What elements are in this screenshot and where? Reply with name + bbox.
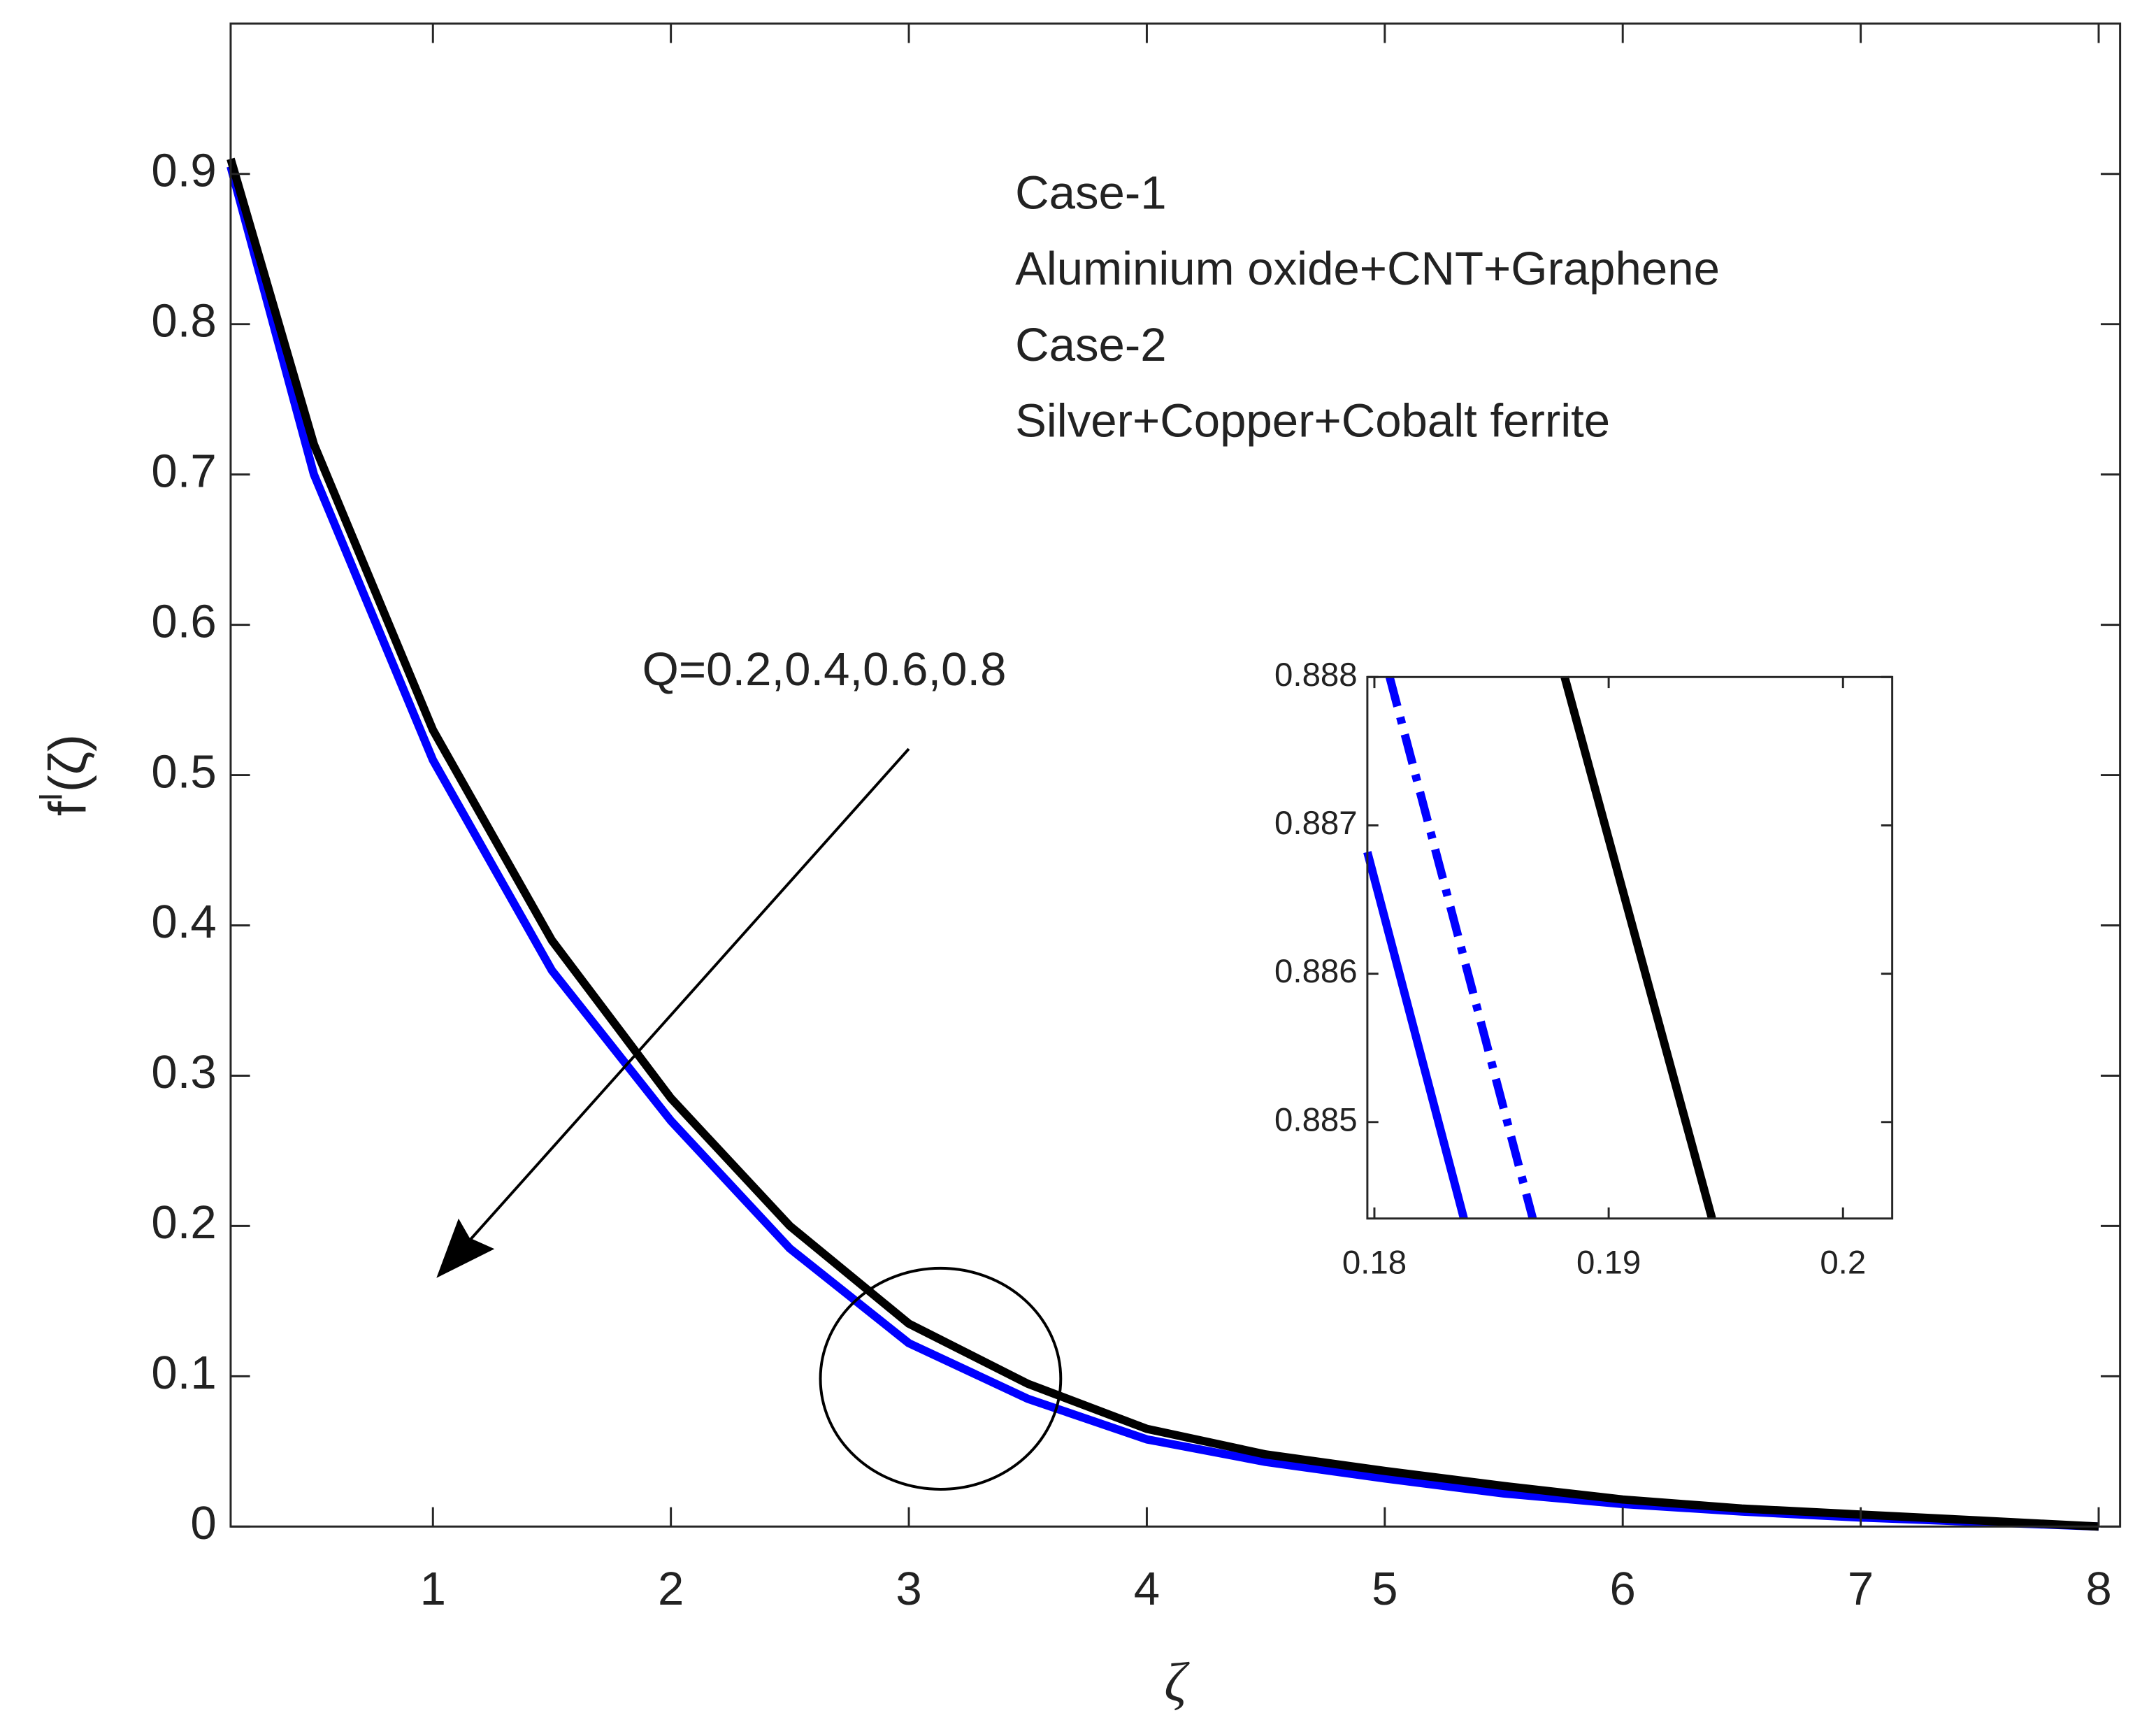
arrow-label: Q=0.2,0.4,0.6,0.8 — [642, 643, 1007, 696]
annotation: Case-1 — [1015, 167, 1166, 220]
y-tick-label: 0.8 — [151, 294, 216, 347]
x-tick-label: 7 — [1848, 1563, 1874, 1615]
y-tick-label: 0.888 — [1274, 657, 1358, 694]
axes-box — [1366, 675, 1894, 1220]
line-series — [227, 157, 2099, 1531]
y-tick-label: 0.887 — [1274, 805, 1358, 842]
x-tick-label: 0.2 — [1820, 1245, 1866, 1282]
y-axis-label: fI(ζ) — [33, 734, 97, 816]
y-tick-label: 0.7 — [151, 445, 216, 497]
line-series — [1363, 851, 1468, 1220]
x-tick-label: 0.19 — [1576, 1245, 1641, 1282]
y-tick-label: 0.6 — [151, 595, 216, 647]
arrow-head — [436, 1218, 495, 1278]
y-axis-label-part: I — [33, 792, 70, 801]
x-tick-label: 4 — [1134, 1563, 1160, 1615]
y-tick-label: 0.5 — [151, 745, 216, 798]
x-tick-label: 1 — [420, 1563, 446, 1615]
y-axis-label-part: f — [38, 801, 97, 816]
x-axis-label: ζ — [1164, 1653, 1190, 1714]
x-tick-label: 6 — [1610, 1563, 1636, 1615]
y-tick-label: 0.885 — [1274, 1101, 1358, 1138]
arrow-shaft — [443, 747, 910, 1270]
y-tick-label: 0.886 — [1274, 953, 1358, 990]
y-axis-label-part: (ζ) — [38, 734, 97, 792]
annotation: Silver+Copper+Cobalt ferrite — [1015, 394, 1610, 447]
plot-area — [1367, 677, 1892, 1219]
annotation: Case-2 — [1015, 319, 1166, 371]
zoom-ellipse — [819, 1266, 1063, 1491]
line-series — [1560, 675, 1716, 1220]
y-tick-label: 0.3 — [151, 1046, 216, 1098]
annotation: Aluminium oxide+CNT+Graphene — [1015, 243, 1720, 295]
axes-box — [229, 22, 2122, 1528]
line-series — [1386, 675, 1537, 1220]
y-tick-label: 0.2 — [151, 1196, 216, 1249]
y-tick-label: 0 — [190, 1497, 216, 1549]
y-tick-label: 0.1 — [151, 1347, 216, 1399]
x-tick-label: 5 — [1372, 1563, 1397, 1615]
x-tick-label: 0.18 — [1342, 1245, 1407, 1282]
x-tick-label: 3 — [896, 1563, 921, 1615]
x-tick-label: 8 — [2085, 1563, 2111, 1615]
x-tick-label: 2 — [658, 1563, 684, 1615]
y-tick-label: 0.4 — [151, 896, 216, 948]
y-tick-label: 0.9 — [151, 145, 216, 197]
